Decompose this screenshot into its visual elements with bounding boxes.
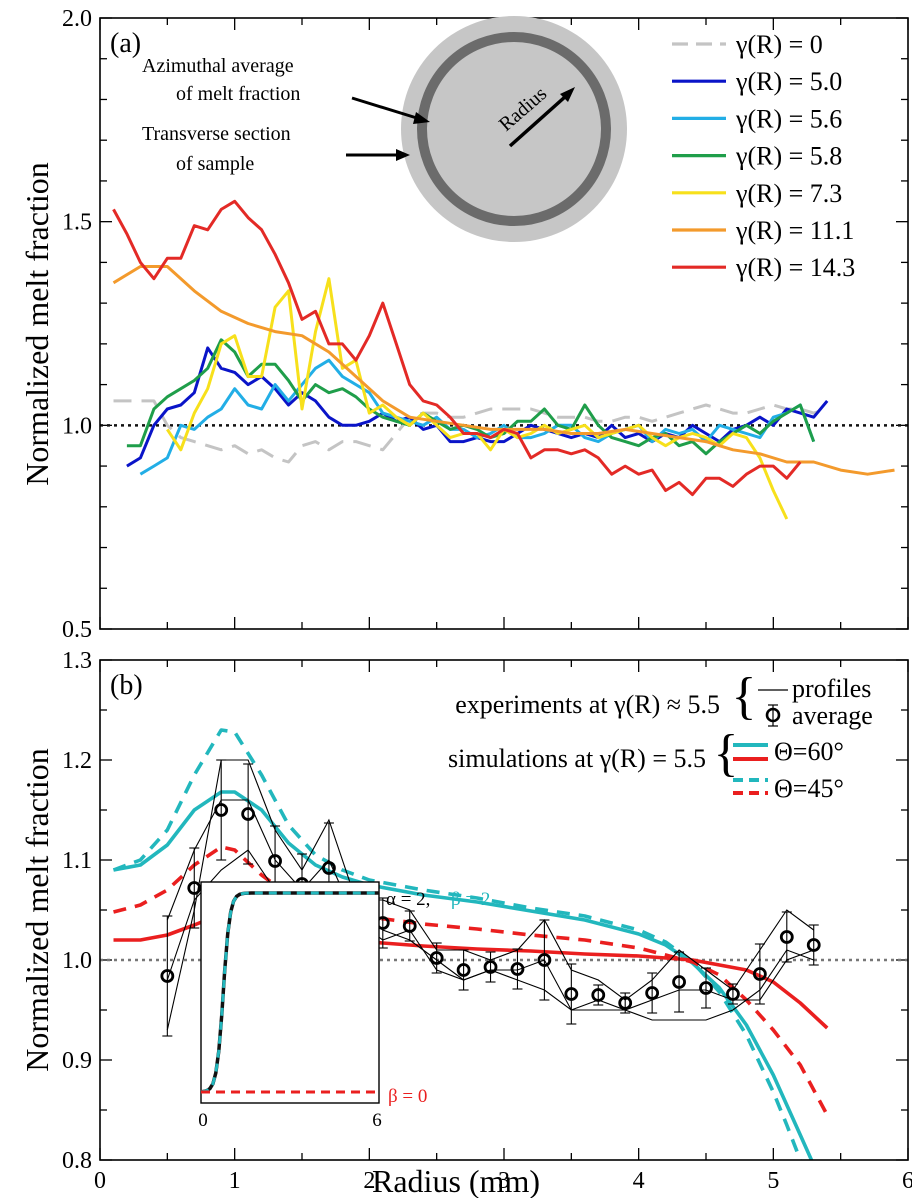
experiments-label: experiments at γ(R) ≈ 5.5 <box>455 690 720 719</box>
panel-b-x-tick-label: 5 <box>767 1168 779 1194</box>
panel-b-label: (b) <box>110 670 143 701</box>
panel-a-series-lines <box>112 199 895 520</box>
radius-arrow <box>508 94 568 148</box>
panel-b-y-tick-label: 1.3 <box>62 648 92 674</box>
theta45-label: Θ=45° <box>774 774 844 803</box>
average-point <box>672 975 686 989</box>
panel-b-x-tick-label: 4 <box>633 1168 645 1194</box>
legend-label-r-7-3: γ(R) = 7.3 <box>735 179 842 208</box>
panel-b-frame <box>99 659 909 1161</box>
simulation-line-45-2 <box>112 728 803 1160</box>
average-point <box>537 953 552 967</box>
average-point <box>160 969 175 983</box>
legend-label-r-11-1: γ(R) = 11.1 <box>735 216 854 245</box>
legend-label-r-5-0: γ(R) = 5.0 <box>735 67 842 96</box>
azimuthal-arrow-head <box>413 112 430 124</box>
theta60-label: Θ=60° <box>774 737 844 766</box>
average-point <box>726 987 740 1001</box>
x-axis-label: Radius (mm) <box>372 1163 540 1198</box>
panel-b-y-tick-label: 1.2 <box>62 748 92 774</box>
series-line-r-0 <box>113 399 828 464</box>
average-point <box>699 981 713 995</box>
average-point <box>564 987 579 1001</box>
series-line-r-5-0 <box>126 346 829 468</box>
inset-xtick-max: 6 <box>372 1110 382 1131</box>
azimuthal-label-line1: Azimuthal average <box>142 55 294 77</box>
average-point <box>429 951 444 965</box>
panel-a-y-tick-label: 1.0 <box>62 413 92 439</box>
legend-label-r-0: γ(R) = 0 <box>735 30 823 59</box>
average-point <box>268 854 282 868</box>
average-point <box>187 881 202 895</box>
melt-ring <box>417 32 611 226</box>
panel-b-y-tick-label: 1.1 <box>62 848 92 874</box>
average-point <box>618 996 633 1010</box>
section-label-line1: Transverse section <box>142 123 291 145</box>
panel-b-y-tick-label: 0.8 <box>62 1148 92 1174</box>
average-point <box>752 967 767 981</box>
average-point <box>214 803 229 817</box>
average-point <box>779 930 794 944</box>
panel-a-y-tick-label: 2.0 <box>62 6 92 32</box>
panel-b-ticks: 0 1 2 3 4 5 6 0.8 0.9 1.0 1.1 1.2 1.3 <box>62 648 912 1194</box>
panel-b-x-tick-label: 0 <box>94 1168 106 1194</box>
simulations-brace: { <box>714 725 739 782</box>
panel-b-y-tick-label: 0.9 <box>62 1048 92 1074</box>
average-point <box>591 988 606 1002</box>
panel-a-y-tick-label: 0.5 <box>62 617 92 643</box>
average-point <box>402 919 417 933</box>
panel-b-legend: experiments at γ(R) ≈ 5.5 { profiles ave… <box>448 668 873 803</box>
experiments-brace: { <box>732 668 757 725</box>
inset-beta2-label: β = 2 <box>451 889 490 910</box>
inset-xtick-min: 0 <box>198 1110 208 1131</box>
simulation-line-60-2 <box>113 790 814 1160</box>
series-line-r-14-3 <box>112 199 802 497</box>
series-line-r-7-3 <box>166 277 789 520</box>
panel-a: 0.5 1.0 1.5 2.0 (a) Normalized melt fractio… <box>19 6 909 643</box>
azimuthal-label-line2: of melt fraction <box>176 83 300 105</box>
beta2-step-curve-dashed <box>200 891 379 1094</box>
legend-label-r-5-8: γ(R) = 5.8 <box>735 142 842 171</box>
azimuthal-arrow <box>351 96 421 121</box>
inset-beta0-label: β = 0 <box>388 1086 427 1107</box>
average-point <box>456 963 471 977</box>
average-point <box>322 861 336 875</box>
panel-a-y-axis-label: Normalized melt fraction <box>19 162 55 485</box>
panel-a-y-tick-label: 1.5 <box>62 210 92 236</box>
panel-b-x-tick-label: 3 <box>498 1168 510 1194</box>
panel-b-x-tick-label: 1 <box>229 1168 241 1194</box>
radius-arrow-head <box>560 87 575 102</box>
average-point <box>806 938 821 952</box>
panel-a-label: (a) <box>110 28 141 59</box>
panel-b-y-tick-label: 1.0 <box>62 948 92 974</box>
beta-inset-frame <box>200 881 380 1104</box>
profiles-legend-label: profiles <box>792 674 871 703</box>
panel-b-x-tick-label: 2 <box>363 1168 375 1194</box>
legend-label-r-5-6: γ(R) = 5.6 <box>735 104 842 133</box>
average-legend-marker <box>765 707 781 723</box>
average-point <box>510 962 525 976</box>
inset-alpha-label: α = 2, <box>386 889 430 910</box>
average-point <box>241 807 256 821</box>
simulations-label: simulations at γ(R) = 5.5 <box>448 744 706 773</box>
sample-schematic: Radius Azimuthal average of melt fractio… <box>142 16 627 242</box>
average-point <box>645 986 660 1000</box>
legend-label-r-14-3: γ(R) = 14.3 <box>735 253 855 282</box>
average-point <box>483 960 498 974</box>
section-arrow-head <box>396 149 410 161</box>
panel-a-legend: γ(R) = 0 γ(R) = 5.0 γ(R) = 5.6 γ(R) = 5.8 γ(… <box>672 30 855 282</box>
average-legend-label: average <box>792 701 873 730</box>
panel-b: 0 1 2 3 4 5 6 0.8 0.9 1.0 1.1 1.2 1.3 (b) Normalized… <box>19 648 912 1198</box>
section-label-line2: of sample <box>176 153 254 175</box>
panel-b-y-axis-label: Normalized melt fraction <box>19 748 55 1071</box>
panel-b-x-tick-label: 6 <box>902 1168 912 1194</box>
beta-inset: 0 6 α = 2, β = 2 β = 0 <box>198 881 490 1131</box>
